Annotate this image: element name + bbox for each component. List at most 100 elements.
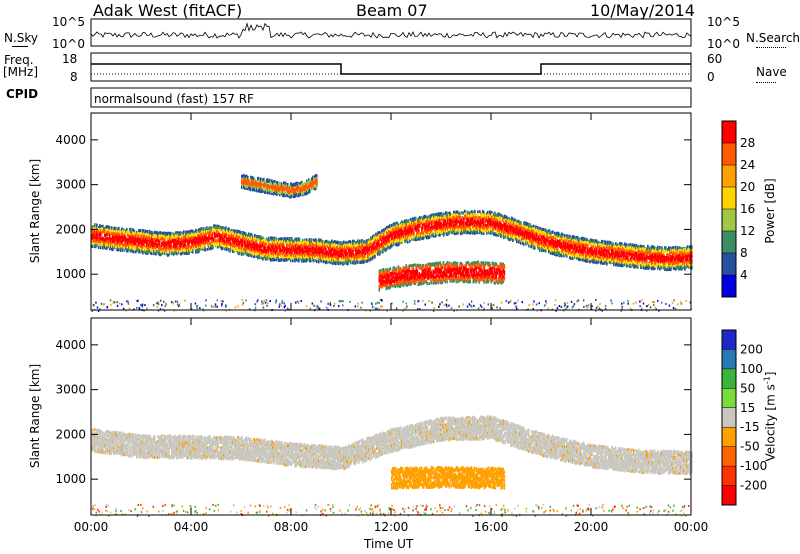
heatmap-cell (96, 235, 98, 239)
heatmap-cell (218, 243, 220, 247)
heatmap-cell (146, 235, 148, 238)
heatmap-cell (190, 246, 192, 250)
heatmap-cell (116, 245, 118, 249)
heatmap-cell (164, 241, 166, 245)
heatmap-cell (110, 242, 112, 246)
heatmap-cell (169, 245, 171, 248)
heatmap-cell (215, 243, 217, 247)
heatmap-cell (267, 301, 269, 304)
heatmap-cell (121, 227, 123, 231)
heatmap-cell (103, 303, 106, 306)
heatmap-cell (111, 247, 113, 251)
heatmap-cell (156, 302, 158, 305)
heatmap-cell (206, 240, 208, 244)
heatmap-cell (128, 240, 130, 244)
heatmap-cell (107, 243, 109, 247)
beam-label: Beam 07 (356, 1, 428, 20)
heatmap-cell (181, 248, 183, 252)
heatmap-cell (151, 249, 153, 253)
heatmap-cell (167, 253, 169, 257)
heatmap-cell (199, 230, 201, 234)
heatmap-cell (102, 228, 104, 232)
heatmap-cell (159, 251, 161, 254)
heatmap-cell (105, 241, 107, 245)
heatmap-cell (202, 245, 204, 249)
heatmap-cell (126, 238, 128, 242)
heatmap-cell (132, 236, 134, 240)
heatmap-cell (150, 234, 152, 238)
heatmap-cell (116, 247, 118, 251)
heatmap-cell (204, 230, 206, 234)
heatmap-cell (106, 228, 108, 232)
heatmap-cell (141, 236, 143, 240)
heatmap-cell (172, 239, 174, 243)
heatmap-cell (180, 252, 182, 256)
heatmap-cell (103, 244, 105, 248)
heatmap-cell (225, 226, 227, 230)
heatmap-cell (103, 238, 105, 242)
heatmap-cell (136, 306, 138, 309)
heatmap-cell (116, 301, 118, 304)
heatmap-cell (595, 309, 597, 312)
heatmap-cell (95, 235, 97, 239)
heatmap-cell (173, 239, 175, 242)
heatmap-cell (179, 237, 181, 241)
heatmap-cell (538, 302, 540, 305)
heatmap-cell (152, 304, 155, 307)
heatmap-cell (203, 238, 205, 242)
heatmap-cell (151, 252, 153, 256)
heatmap-cell (134, 232, 136, 236)
heatmap-cell (200, 241, 202, 245)
heatmap-cell (376, 301, 379, 304)
heatmap-cell (133, 234, 135, 238)
heatmap-cell (198, 230, 200, 234)
heatmap-cell (170, 247, 172, 251)
heatmap-cell (92, 244, 94, 248)
heatmap-cell (154, 237, 156, 241)
heatmap-cell (137, 299, 139, 302)
heatmap-cell (105, 225, 107, 229)
heatmap-cell (167, 246, 169, 250)
heatmap-cell (151, 242, 153, 246)
heatmap-cell (171, 248, 173, 252)
heatmap-cell (204, 242, 206, 246)
heatmap-cell (134, 234, 136, 238)
heatmap-cell (214, 228, 216, 232)
heatmap-cell (395, 307, 398, 310)
heatmap-cell (154, 230, 156, 234)
heatmap-cell (104, 226, 106, 230)
heatmap-cell (424, 303, 426, 306)
heatmap-cell (532, 303, 534, 306)
heatmap-cell (120, 238, 122, 242)
heatmap-cell (178, 232, 180, 236)
heatmap-cell (125, 236, 127, 240)
heatmap-cell (533, 300, 535, 303)
heatmap-cell (141, 303, 144, 306)
heatmap-cell (376, 307, 378, 310)
heatmap-cell (143, 235, 145, 238)
heatmap-cell (91, 234, 93, 238)
heatmap-cell (164, 245, 166, 249)
heatmap-cell (213, 238, 215, 242)
heatmap-cell (185, 246, 187, 250)
heatmap-cell (167, 232, 169, 236)
heatmap-cell (286, 307, 289, 310)
heatmap-cell (176, 247, 178, 251)
heatmap-cell (168, 246, 170, 250)
heatmap-cell (671, 301, 674, 304)
heatmap-cell (168, 234, 170, 238)
heatmap-cell (342, 304, 344, 307)
heatmap-cell (192, 248, 194, 252)
heatmap-cell (141, 305, 144, 308)
heatmap-cell (93, 235, 95, 239)
heatmap-cell (245, 299, 247, 302)
heatmap-cell (417, 300, 419, 303)
heatmap-cell (209, 247, 211, 250)
heatmap-cell (458, 305, 460, 308)
heatmap-cell (145, 251, 147, 255)
heatmap-cell (169, 231, 171, 235)
heatmap-cell (123, 233, 125, 236)
heatmap-cell (189, 237, 191, 241)
heatmap-cell (104, 238, 106, 242)
heatmap-cell (515, 301, 517, 304)
